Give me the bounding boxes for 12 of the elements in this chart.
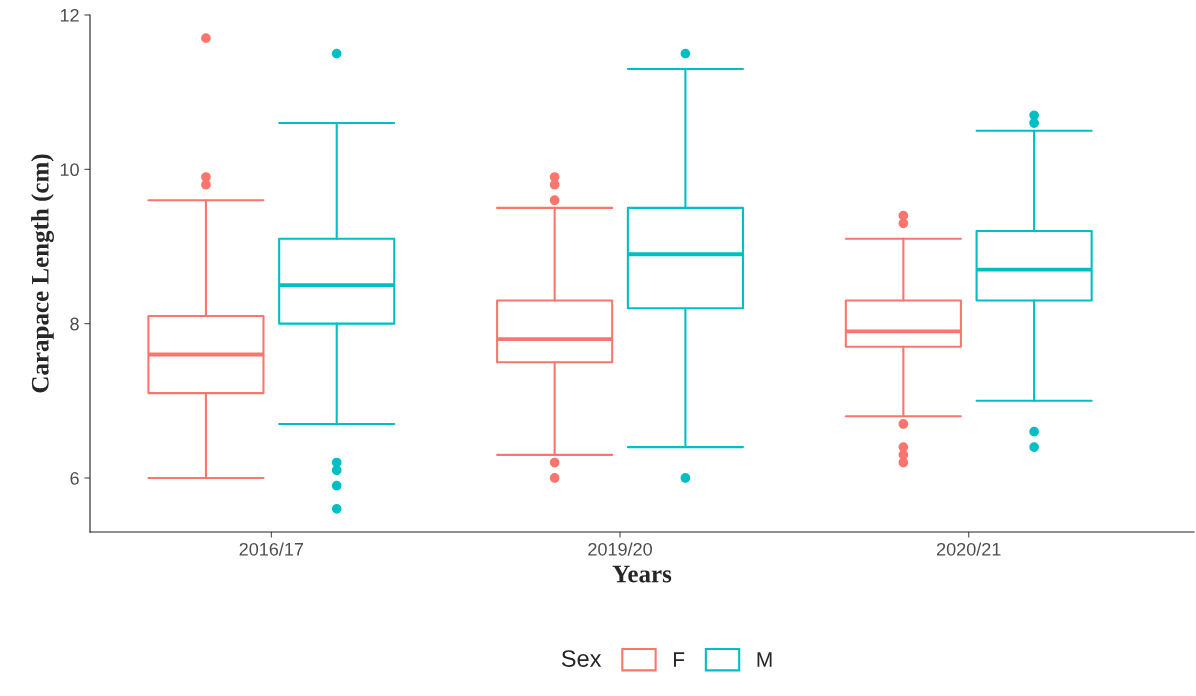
x-tick-label: 2016/17 (239, 542, 304, 556)
y-tick-label: 6 (70, 471, 79, 485)
legend-title: Sex (561, 650, 602, 667)
legend-label: F (674, 652, 685, 667)
y-tick-label: 12 (60, 8, 79, 22)
x-tick-label: 2019/20 (588, 542, 652, 556)
x-tick-label: 2020/21 (937, 542, 1001, 556)
legend-label: M (757, 652, 772, 667)
y-tick-label: 8 (70, 317, 79, 331)
x-axis-title: Years (612, 565, 672, 583)
y-tick-label: 10 (60, 163, 79, 177)
y-axis-title: Carapace Length (cm) (31, 154, 54, 393)
